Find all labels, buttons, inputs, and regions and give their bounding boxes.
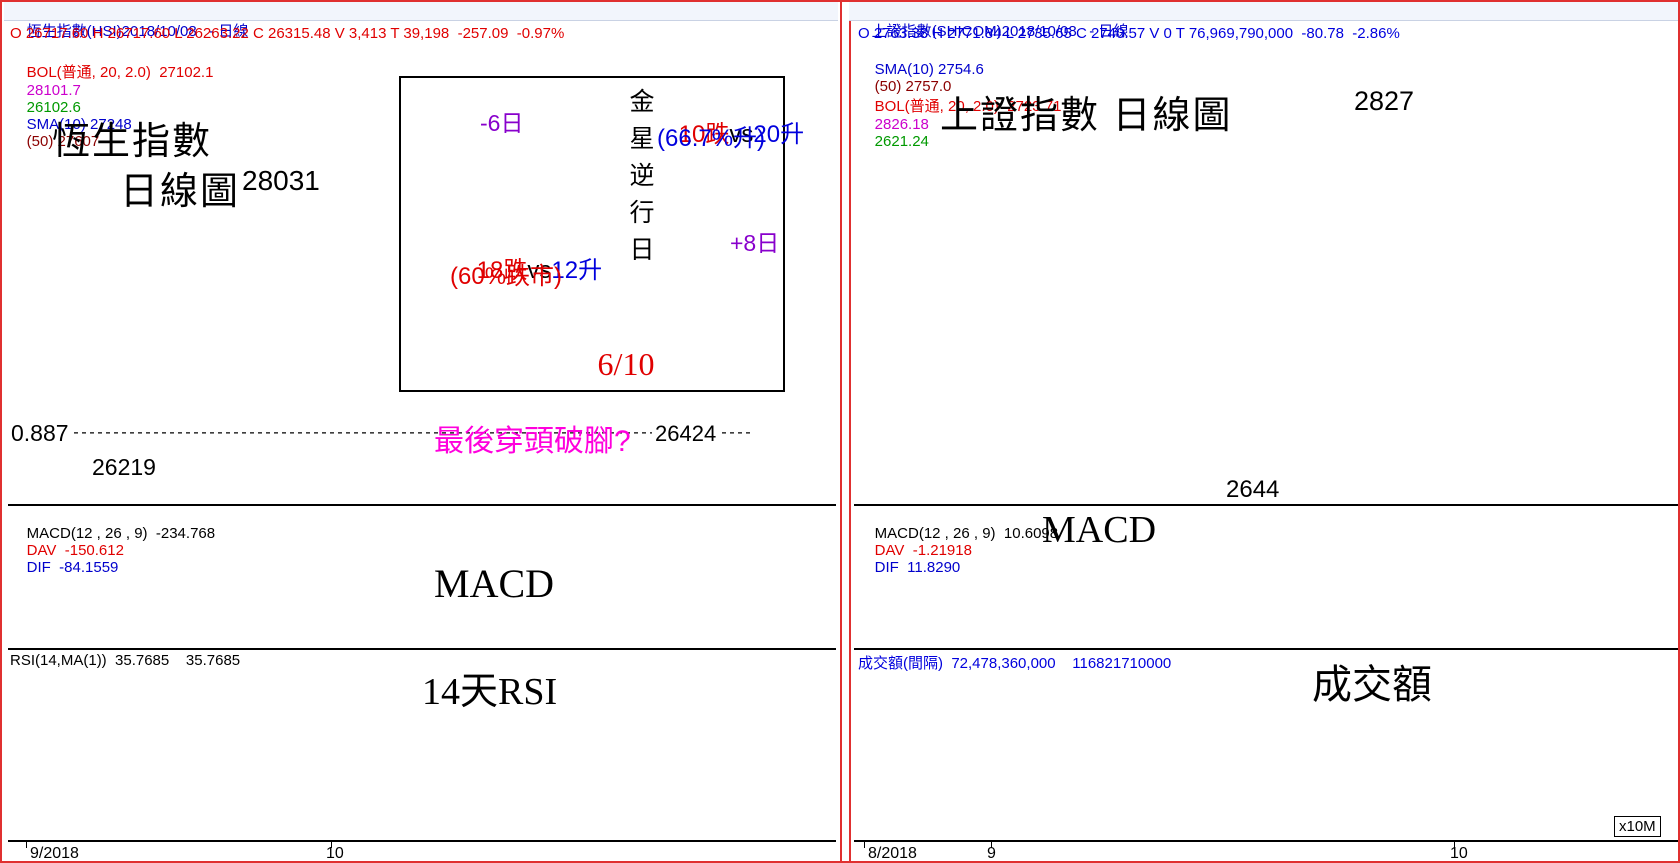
sse-xaxis-tick-sep — [991, 842, 992, 848]
hsi-chart-title: 恆生指數 — [52, 121, 213, 163]
hsi-bol-upper: 28101.7 — [26, 82, 81, 99]
sse-volume-chart[interactable] — [854, 650, 1680, 840]
hsi-title-bar[interactable]: 恆生指數(HSI)2018/10/08 - 日線 — [4, 2, 838, 40]
inset-top-stat: 10跌vs20升 — [652, 86, 804, 177]
sse-dav-value: DAV -1.21918 — [874, 542, 972, 559]
hsi-bol-lower: 26102.6 — [26, 99, 81, 116]
sse-bol-lower: 2621.24 — [874, 133, 929, 150]
inset-bottom-stat-vs: vs — [527, 257, 552, 284]
sse-ohlc-line: O 2763.38 H 2771.84 L 2735.65 C 2740.57 … — [858, 25, 1400, 42]
sse-low-price-label: 2644 — [1226, 476, 1280, 503]
sse-macd-chart[interactable] — [854, 506, 1680, 650]
sse-chart-title: 上證指數 日線圖 — [940, 95, 1233, 137]
inset-bottom-stat-up: 12升 — [551, 257, 603, 284]
hsi-macd-value: MACD(12 , 26 , 9) -234.768 — [26, 525, 216, 542]
hsi-macd-header: MACD(12 , 26 , 9) -234.768 DAV -150.612 … — [10, 508, 229, 593]
sse-peak-price-label: 2827 — [1354, 86, 1415, 116]
hsi-xaxis-label-oct: 10 — [326, 845, 344, 862]
hsi-window-title: 恆生指數(HSI)2018/10/08 - 日線 — [26, 23, 249, 40]
inset-bottom-stat: 18跌vs12升 — [450, 222, 602, 313]
inset-plus8-label: +8日 — [730, 230, 780, 256]
sse-volume-panel-label: 成交額 — [1312, 662, 1432, 707]
sse-macd-panel-label: MACD — [1042, 509, 1157, 551]
inset-date-label: 6/10 — [597, 346, 655, 382]
hsi-ohlc-line: O 26717.60 H 26717.60 L 26263.22 C 26315… — [10, 25, 565, 42]
hsi-dav-value: DAV -150.612 — [26, 542, 124, 559]
inset-top-stat-up: 20升 — [753, 121, 805, 148]
hsi-indicator-line: BOL(普通, 20, 2.0) 27102.1 28101.7 26102.6… — [10, 44, 227, 167]
sse-macd-value: MACD(12 , 26 , 9) 10.6098 — [874, 525, 1059, 542]
sse-xaxis-strip[interactable]: 8/2018 9 10 — [854, 840, 1678, 862]
sse-macd-header: MACD(12 , 26 , 9) 10.6098 DAV -1.21918 D… — [858, 508, 1072, 593]
hsi-rsi-panel-label: 14天RSI — [422, 671, 558, 713]
hsi-sma10-value: SMA(10) 27248 — [26, 116, 132, 133]
sse-xaxis-tick-oct — [1454, 842, 1455, 848]
sse-dif-value: DIF 11.8290 — [874, 559, 961, 576]
sse-volume-separator — [854, 648, 1678, 650]
sse-xaxis-label-sep: 9 — [987, 845, 996, 862]
hsi-xaxis-strip[interactable]: 9/2018 10 — [8, 840, 836, 862]
inset-vertical-title: 金星逆行日 — [626, 88, 654, 273]
sse-bol-upper: 2826.18 — [874, 116, 929, 133]
sse-xaxis-tick-aug — [864, 842, 865, 848]
hsi-chart-title-2: 日線圖 — [120, 171, 241, 213]
venus-inset-panel[interactable] — [399, 76, 785, 392]
hsi-rsi-header: RSI(14,MA(1)) 35.7685 35.7685 — [10, 652, 241, 669]
hsi-price-chart[interactable] — [8, 64, 838, 508]
hsi-macd-chart[interactable] — [8, 506, 838, 650]
sse-volume-header: 成交額(間隔) 72,478,360,000 116821710000 — [858, 655, 1172, 672]
hsi-xaxis-label-sep2018: 9/2018 — [30, 845, 79, 862]
sse-bol-value: BOL(普通, 20, 2.0) 2723.71 — [874, 98, 1062, 115]
inset-minus6-label: -6日 — [480, 110, 524, 136]
hsi-xaxis-tick-oct — [331, 842, 332, 848]
inset-top-pct: (66.7%升) — [657, 125, 766, 152]
hsi-peak-price-label: 28031 — [242, 165, 320, 196]
inset-bottom-stat-down: 18跌 — [476, 257, 528, 284]
inset-bottom-pct: (60%跌市) — [450, 263, 563, 290]
hsi-sma50-value: (50) 27607 — [26, 133, 100, 150]
hsi-dif-value: DIF -84.1559 — [26, 559, 119, 576]
hsi-low-price-label: 26219 — [92, 454, 156, 480]
inset-top-stat-vs: vs — [729, 121, 754, 148]
sse-xaxis-label-aug2018: 8/2018 — [868, 845, 917, 862]
sse-volume-unit-badge: x10M — [1614, 816, 1661, 837]
hsi-macd-panel-label: MACD — [434, 561, 555, 606]
inset-top-stat-down: 10跌 — [678, 121, 730, 148]
sse-macd-separator — [854, 504, 1678, 506]
hsi-rsi-separator — [8, 648, 836, 650]
sse-xaxis-label-oct: 10 — [1450, 845, 1468, 862]
panel-divider — [840, 2, 851, 861]
sse-title-bar[interactable]: 上證指數(SHICOM)2018/10/08 - 日線 — [849, 2, 1678, 40]
hsi-xaxis-tick-sep — [26, 842, 27, 848]
sse-indicator-line: SMA(10) 2754.6 (50) 2757.0 BOL(普通, 20, 2… — [858, 44, 1075, 167]
sse-sma50-value: (50) 2757.0 — [874, 78, 952, 95]
hsi-bol-value: BOL(普通, 20, 2.0) 27102.1 — [26, 64, 214, 81]
hsi-ratio-label: 0.887 — [8, 420, 72, 447]
sse-sma10-value: SMA(10) 2754.6 — [874, 61, 984, 78]
hsi-dotline-price-label: 26424 — [652, 421, 720, 447]
hsi-annotation-text: 最後穿頭破腳? — [434, 425, 631, 458]
hsi-macd-separator — [8, 504, 836, 506]
sse-window-title: 上證指數(SHICOM)2018/10/08 - 日線 — [871, 23, 1129, 40]
